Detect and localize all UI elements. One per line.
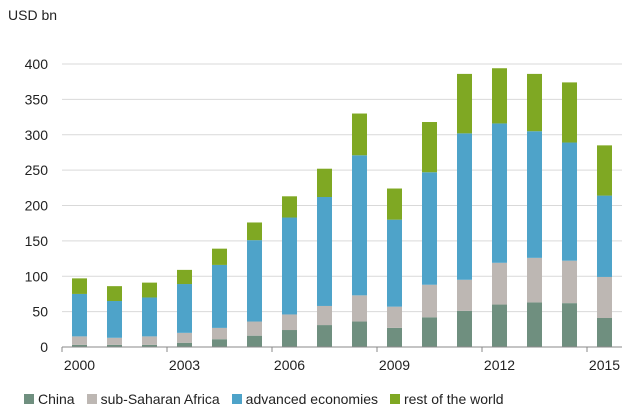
bar-segment-rest-of-the-world-2007 <box>317 168 332 198</box>
bar-segment-sub-saharan-africa-2008 <box>352 295 367 322</box>
bar-segment-sub-saharan-africa-2011 <box>457 279 472 311</box>
bar-segment-rest-of-the-world-2013 <box>527 73 542 132</box>
bar-segment-china-2001 <box>107 344 122 347</box>
axes: 0 50 100 150 200 250 300 350 400 2000 2003 2006 2009… <box>25 56 622 373</box>
bar-segment-advanced-economies-2002 <box>142 297 157 337</box>
legend: China sub-Saharan Africa advanced econom… <box>24 391 504 407</box>
y-tick-label: 200 <box>25 198 49 214</box>
x-tick-label: 2006 <box>274 357 305 373</box>
bar-segment-advanced-economies-2010 <box>422 172 437 285</box>
bar-segment-rest-of-the-world-2000 <box>72 278 87 294</box>
bar-segment-rest-of-the-world-2012 <box>492 68 507 124</box>
bar-segment-china-2010 <box>422 317 437 347</box>
bar-segment-rest-of-the-world-2004 <box>212 248 227 265</box>
y-tick-label: 100 <box>25 268 49 284</box>
bar-segment-advanced-economies-2007 <box>317 197 332 306</box>
bar-segment-sub-saharan-africa-2003 <box>177 332 192 343</box>
x-tick-label: 2012 <box>484 357 515 373</box>
bar-segment-sub-saharan-africa-2010 <box>422 284 437 318</box>
bar-segment-china-2012 <box>492 304 507 347</box>
bar-segment-advanced-economies-2013 <box>527 131 542 258</box>
bar-segment-rest-of-the-world-2006 <box>282 196 297 218</box>
bar-segment-china-2000 <box>72 344 87 347</box>
bar-segment-sub-saharan-africa-2013 <box>527 257 542 303</box>
y-tick-label: 150 <box>25 233 49 249</box>
y-tick-label: 0 <box>40 339 48 355</box>
bar-segment-sub-saharan-africa-2004 <box>212 327 227 340</box>
bar-segment-advanced-economies-2014 <box>562 142 577 261</box>
bar-segment-advanced-economies-2008 <box>352 155 367 296</box>
x-tick-label: 2015 <box>589 357 620 373</box>
x-tick-label: 2009 <box>379 357 410 373</box>
bar-segment-china-2009 <box>387 327 402 347</box>
legend-item-rest-of-the-world: rest of the world <box>389 391 504 407</box>
bar-segment-rest-of-the-world-2005 <box>247 222 262 241</box>
bar-segment-advanced-economies-2015 <box>597 195 612 277</box>
bar-segment-rest-of-the-world-2001 <box>107 286 122 302</box>
legend-item-china: China <box>24 391 75 407</box>
bar-segment-sub-saharan-africa-2007 <box>317 305 332 326</box>
legend-label-advanced-economies: advanced economies <box>245 391 378 407</box>
bar-segment-sub-saharan-africa-2012 <box>492 262 507 305</box>
y-tick-label: 250 <box>25 162 49 178</box>
legend-label-rest-of-the-world: rest of the world <box>403 391 504 407</box>
bar-segment-sub-saharan-africa-2006 <box>282 314 297 331</box>
bar-segment-advanced-economies-2000 <box>72 293 87 337</box>
bar-segment-advanced-economies-2009 <box>387 219 402 307</box>
bars <box>72 68 612 347</box>
bar-segment-sub-saharan-africa-2005 <box>247 321 262 336</box>
bar-segment-advanced-economies-2003 <box>177 284 192 333</box>
bar-segment-china-2006 <box>282 330 297 347</box>
bar-segment-sub-saharan-africa-2001 <box>107 337 122 345</box>
legend-swatch-rest-of-the-world <box>389 394 400 404</box>
bar-segment-china-2002 <box>142 344 157 347</box>
bar-segment-china-2011 <box>457 310 472 347</box>
bar-segment-china-2003 <box>177 342 192 347</box>
legend-swatch-sub-saharan-africa <box>86 394 97 404</box>
bar-segment-advanced-economies-2005 <box>247 240 262 322</box>
x-tick-label: 2003 <box>169 357 200 373</box>
bar-segment-rest-of-the-world-2014 <box>562 82 577 143</box>
bar-segment-china-2015 <box>597 317 612 347</box>
legend-item-advanced-economies: advanced economies <box>231 391 378 407</box>
bar-segment-china-2005 <box>247 335 262 347</box>
y-axis-unit-label: USD bn <box>8 7 58 23</box>
bar-segment-rest-of-the-world-2009 <box>387 188 402 220</box>
bar-segment-china-2008 <box>352 321 367 347</box>
bar-segment-advanced-economies-2004 <box>212 264 227 328</box>
bar-segment-sub-saharan-africa-2009 <box>387 306 402 328</box>
legend-swatch-advanced-economies <box>231 394 242 404</box>
bar-segment-rest-of-the-world-2010 <box>422 122 437 173</box>
y-tick-label: 400 <box>25 56 49 72</box>
legend-item-sub-saharan-africa: sub-Saharan Africa <box>86 391 220 407</box>
bar-segment-sub-saharan-africa-2000 <box>72 336 87 345</box>
bar-segment-rest-of-the-world-2015 <box>597 145 612 196</box>
bar-segment-advanced-economies-2011 <box>457 133 472 280</box>
legend-label-china: China <box>38 391 75 407</box>
legend-label-sub-saharan-africa: sub-Saharan Africa <box>100 391 220 407</box>
x-tick-label: 2000 <box>64 357 95 373</box>
bar-segment-sub-saharan-africa-2014 <box>562 260 577 304</box>
bar-segment-china-2013 <box>527 302 542 347</box>
bar-segment-rest-of-the-world-2011 <box>457 73 472 134</box>
legend-swatch-china <box>24 394 34 404</box>
y-tick-label: 50 <box>32 304 48 320</box>
bar-segment-rest-of-the-world-2008 <box>352 113 367 156</box>
bar-segment-advanced-economies-2012 <box>492 123 507 263</box>
bar-segment-rest-of-the-world-2002 <box>142 282 157 298</box>
bar-segment-china-2007 <box>317 325 332 347</box>
bar-segment-rest-of-the-world-2003 <box>177 269 192 285</box>
y-tick-label: 350 <box>25 91 49 107</box>
bar-segment-advanced-economies-2001 <box>107 301 122 338</box>
bar-segment-sub-saharan-africa-2002 <box>142 336 157 345</box>
bar-segment-china-2014 <box>562 303 577 347</box>
bar-segment-china-2004 <box>212 339 227 347</box>
bar-segment-sub-saharan-africa-2015 <box>597 276 612 318</box>
y-tick-label: 300 <box>25 127 49 143</box>
bar-segment-advanced-economies-2006 <box>282 217 297 315</box>
